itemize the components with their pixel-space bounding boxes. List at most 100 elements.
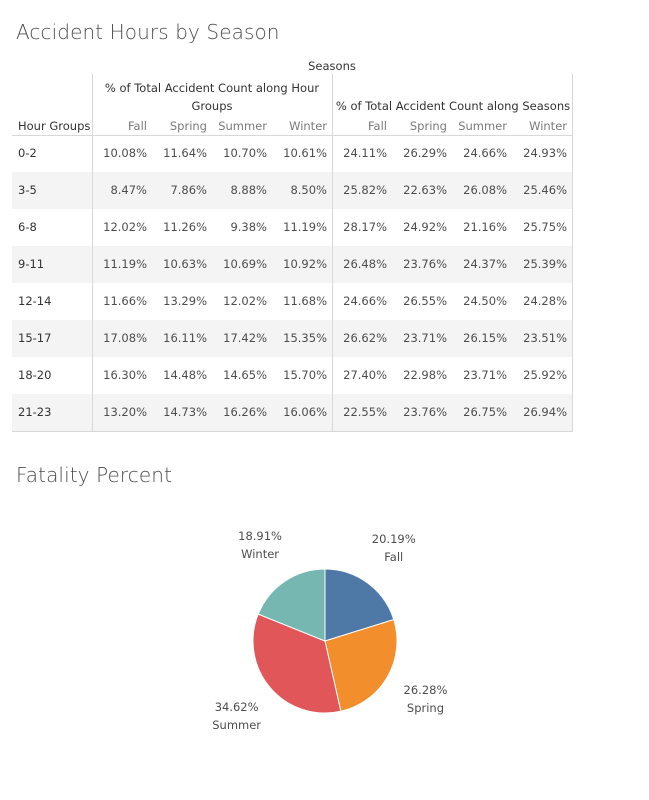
cell-seasons-summer: 24.50% <box>463 294 507 308</box>
cell-hour-groups-spring: 14.73% <box>163 405 207 419</box>
cell-seasons-fall: 24.66% <box>343 294 387 308</box>
divider-header <box>12 135 572 136</box>
pie-label-value: 20.19% <box>371 531 416 546</box>
seasons-header: Seasons <box>308 59 356 73</box>
cell-hour-groups-fall: 11.66% <box>103 294 147 308</box>
column-header-spring-seasons: Spring <box>409 119 447 133</box>
cell-hour-groups-winter: 10.92% <box>283 257 327 271</box>
cell-hour-groups-fall: 8.47% <box>110 183 147 197</box>
cell-seasons-fall: 26.62% <box>343 331 387 345</box>
row-header-label: Hour Groups <box>18 119 91 133</box>
pie-slice-fall[interactable] <box>324 568 395 642</box>
group-header-hour-groups: % of Total Accident Count along Hour Gro… <box>104 81 320 113</box>
cell-hour-groups-winter: 10.61% <box>283 146 327 160</box>
divider-groups <box>332 74 333 432</box>
cell-hour-groups-fall: 17.08% <box>103 331 147 345</box>
cell-seasons-spring: 24.92% <box>403 220 447 234</box>
pie-label-name: Winter <box>241 546 280 561</box>
cell-seasons-summer: 26.15% <box>463 331 507 345</box>
cell-hour-groups-spring: 7.86% <box>170 183 207 197</box>
pie-label-fall: 20.19% Fall <box>359 530 429 566</box>
pie-label-value: 34.62% <box>214 700 259 715</box>
table-row: 9-11 11.19% 10.63% 10.69% 10.92% 26.48% 23.76%… <box>12 246 572 283</box>
cell-hour-groups-spring: 11.64% <box>163 146 207 160</box>
cell-hour-groups-spring: 13.29% <box>163 294 207 308</box>
cell-hour-groups-fall: 11.19% <box>103 257 147 271</box>
column-header-winter-hour-groups: Winter <box>289 119 327 133</box>
cell-hour-groups-summer: 10.69% <box>223 257 267 271</box>
cell-seasons-summer: 24.66% <box>463 146 507 160</box>
pie-label-value: 18.91% <box>238 528 282 543</box>
cell-seasons-winter: 26.94% <box>523 405 567 419</box>
cell-hour-groups-spring: 16.11% <box>163 331 207 345</box>
cell-seasons-spring: 22.98% <box>403 368 447 382</box>
cell-hour-groups-winter: 16.06% <box>283 405 327 419</box>
pie-svg <box>252 568 398 714</box>
pie-label-name: Spring <box>406 700 445 715</box>
cell-hour-groups-summer: 17.42% <box>223 331 267 345</box>
table-row: 18-20 16.30% 14.48% 14.65% 15.70% 27.40% 22.98… <box>12 357 572 394</box>
cell-seasons-summer: 23.71% <box>463 368 507 382</box>
row-label: 0-2 <box>18 146 37 160</box>
table-row: 6-8 12.02% 11.26% 9.38% 11.19% 28.17% 24.92% 21… <box>12 209 572 246</box>
pie-label-name: Summer <box>212 718 262 733</box>
cell-hour-groups-fall: 16.30% <box>103 368 147 382</box>
cell-seasons-spring: 26.55% <box>403 294 447 308</box>
cell-hour-groups-summer: 14.65% <box>223 368 267 382</box>
table-row: 21-23 13.20% 14.73% 16.26% 16.06% 22.55% 23.76… <box>12 394 572 431</box>
cell-seasons-summer: 26.75% <box>463 405 507 419</box>
cell-seasons-fall: 28.17% <box>343 220 387 234</box>
table-row: 12-14 11.66% 13.29% 12.02% 11.68% 24.66% 26.55… <box>12 283 572 320</box>
cell-seasons-winter: 23.51% <box>523 331 567 345</box>
pie-slice-spring[interactable] <box>324 618 398 712</box>
row-label: 21-23 <box>18 405 52 419</box>
cell-hour-groups-winter: 15.35% <box>283 331 327 345</box>
cell-hour-groups-spring: 14.48% <box>163 368 207 382</box>
cell-seasons-winter: 24.93% <box>523 146 567 160</box>
row-label: 3-5 <box>18 183 37 197</box>
cell-hour-groups-summer: 9.38% <box>230 220 267 234</box>
cell-seasons-fall: 24.11% <box>343 146 387 160</box>
cell-hour-groups-winter: 11.68% <box>283 294 327 308</box>
cell-hour-groups-spring: 11.26% <box>163 220 207 234</box>
table-row: 3-5 8.47% 7.86% 8.88% 8.50% 25.82% 22.63% 26.08… <box>12 172 572 209</box>
cell-hour-groups-summer: 16.26% <box>223 405 267 419</box>
column-header-summer-hour-groups: Summer <box>218 119 267 133</box>
cell-seasons-summer: 26.08% <box>463 183 507 197</box>
group-header-seasons: % of Total Accident Count along Seasons <box>335 99 571 113</box>
cell-seasons-winter: 25.75% <box>523 220 567 234</box>
column-header-summer-seasons: Summer <box>458 119 507 133</box>
table-title: Accident Hours by Season <box>16 20 280 44</box>
cell-seasons-fall: 27.40% <box>343 368 387 382</box>
cell-seasons-spring: 23.76% <box>403 405 447 419</box>
row-label: 6-8 <box>18 220 37 234</box>
column-header-winter-seasons: Winter <box>529 119 567 133</box>
cell-seasons-fall: 22.55% <box>343 405 387 419</box>
cell-seasons-fall: 25.82% <box>343 183 387 197</box>
cell-seasons-spring: 23.71% <box>403 331 447 345</box>
divider-rowheaders <box>92 74 93 432</box>
cell-seasons-winter: 25.92% <box>523 368 567 382</box>
pie-title: Fatality Percent <box>16 463 173 487</box>
column-header-fall-seasons: Fall <box>368 119 387 133</box>
cell-seasons-spring: 26.29% <box>403 146 447 160</box>
cell-seasons-winter: 25.39% <box>523 257 567 271</box>
pie-label-spring: 26.28% Spring <box>390 681 460 717</box>
pie-label-winter: 18.91% Winter <box>225 527 295 563</box>
row-label: 18-20 <box>18 368 52 382</box>
cell-hour-groups-winter: 11.19% <box>283 220 327 234</box>
pie-slice-winter[interactable] <box>257 568 326 642</box>
cell-hour-groups-fall: 12.02% <box>103 220 147 234</box>
column-header-fall-hour-groups: Fall <box>128 119 147 133</box>
row-label: 15-17 <box>18 331 52 345</box>
fatality-pie-chart: 20.19% Fall 26.28% Spring 34.62% Summer 18.91%… <box>0 500 649 796</box>
table-row: 0-2 10.08% 11.64% 10.70% 10.61% 24.11% 26.29% 2… <box>12 135 572 172</box>
row-label: 9-11 <box>18 257 45 271</box>
cell-seasons-fall: 26.48% <box>343 257 387 271</box>
pie-label-summer: 34.62% Summer <box>202 698 272 734</box>
cell-seasons-spring: 23.76% <box>403 257 447 271</box>
cell-hour-groups-fall: 13.20% <box>103 405 147 419</box>
cell-hour-groups-spring: 10.63% <box>163 257 207 271</box>
row-label: 12-14 <box>18 294 52 308</box>
table-row: 15-17 17.08% 16.11% 17.42% 15.35% 26.62% 23.71… <box>12 320 572 357</box>
